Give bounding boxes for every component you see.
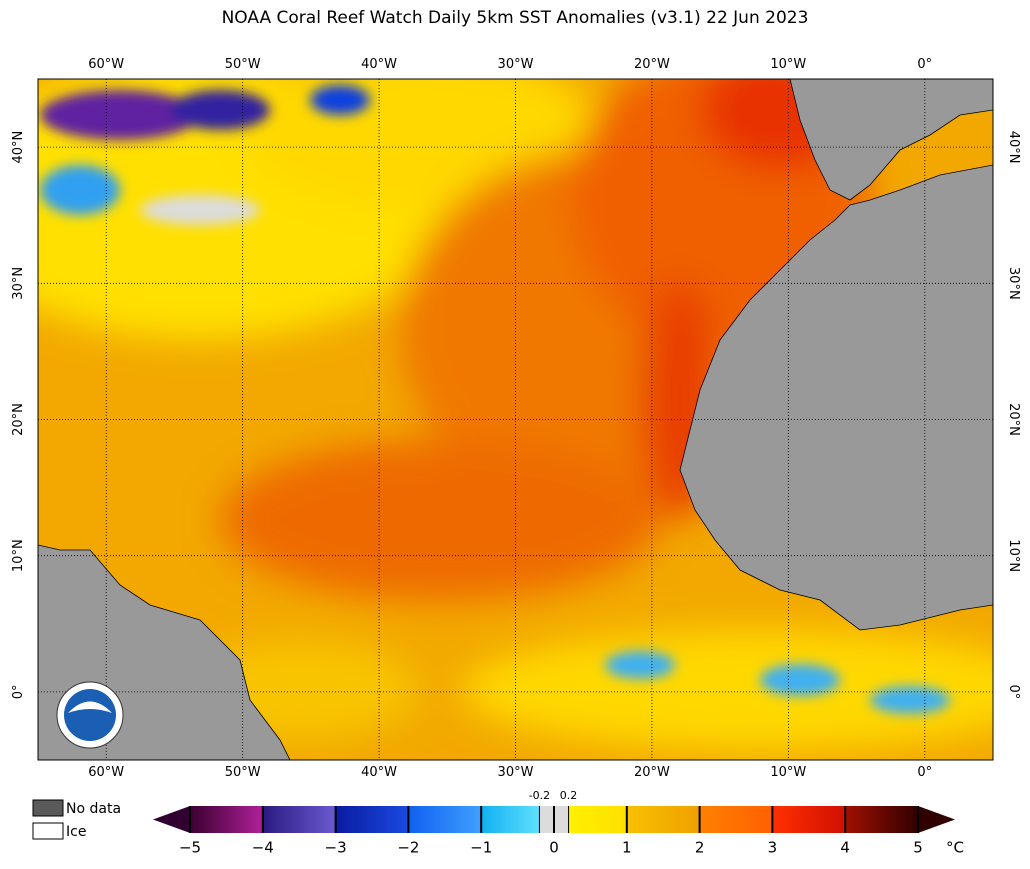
colorbar-tick-label: −4 <box>252 839 274 857</box>
y-tick-label: 0° <box>11 685 26 700</box>
x-tick-label: 30°W <box>498 765 534 780</box>
x-tick-label: 0° <box>917 765 932 780</box>
x-tick-label: 60°W <box>88 765 124 780</box>
y-tick-label: 10°N <box>1006 539 1021 572</box>
colorbar-tick-label: 0 <box>549 839 559 857</box>
legend: No data Ice <box>32 799 121 840</box>
x-tick-label: 20°W <box>634 765 670 780</box>
y-tick-label: 40°N <box>1006 131 1021 164</box>
colorbar-extend <box>918 806 955 833</box>
colorbar-extend <box>153 806 190 833</box>
noaa-logo <box>56 681 124 749</box>
colorbar-minor-label: -0.2 <box>529 789 550 802</box>
x-tick-label: 30°W <box>498 57 534 72</box>
legend-swatch <box>32 822 64 840</box>
y-tick-label: 10°N <box>11 539 26 572</box>
legend-label: Ice <box>66 824 86 840</box>
y-tick-label: 30°N <box>1006 267 1021 300</box>
colorbar-unit: °C <box>946 839 964 857</box>
x-tick-label: 40°W <box>361 57 397 72</box>
y-tick-label: 40°N <box>11 131 26 164</box>
colorbar-tick-label: −1 <box>470 839 492 857</box>
colorbar-tick-label: 3 <box>768 839 778 857</box>
x-tick-label: 0° <box>917 57 932 72</box>
colorbar-tick-label: 1 <box>622 839 632 857</box>
colorbar-tick-label: 4 <box>840 839 850 857</box>
x-tick-label: 50°W <box>225 57 261 72</box>
colorbar-minor-label: 0.2 <box>560 789 578 802</box>
y-tick-label: 0° <box>1006 685 1021 700</box>
x-tick-label: 10°W <box>770 765 806 780</box>
x-tick-label: 10°W <box>770 57 806 72</box>
x-tick-label: 60°W <box>88 57 124 72</box>
colorbar-tick-label: 2 <box>695 839 705 857</box>
x-tick-label: 20°W <box>634 57 670 72</box>
title: NOAA Coral Reef Watch Daily 5km SST Anom… <box>222 8 809 28</box>
y-tick-label: 30°N <box>11 267 26 300</box>
colorbar-tick-label: −2 <box>397 839 419 857</box>
legend-swatch <box>32 799 64 817</box>
colorbar-tick-label: 5 <box>913 839 923 857</box>
legend-label: No data <box>66 801 121 817</box>
y-tick-label: 20°N <box>1006 403 1021 436</box>
colorbar-tick-label: −5 <box>179 839 201 857</box>
x-tick-label: 50°W <box>225 765 261 780</box>
sst-field <box>38 79 993 760</box>
map-frame <box>37 78 994 761</box>
y-tick-label: 20°N <box>11 403 26 436</box>
colorbar-tick-label: −3 <box>325 839 347 857</box>
x-tick-label: 40°W <box>361 765 397 780</box>
